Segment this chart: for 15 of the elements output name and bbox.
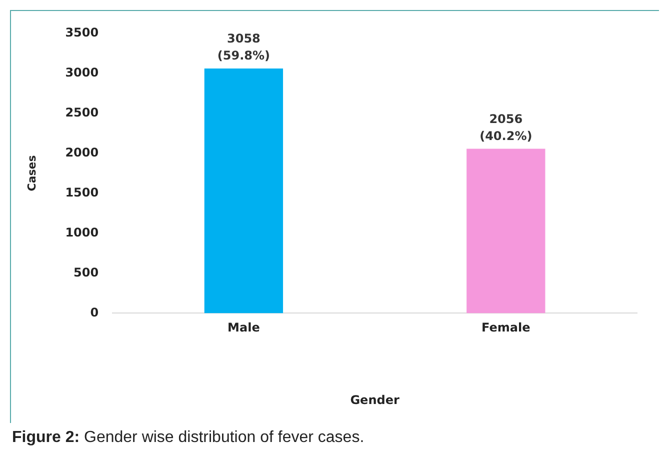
y-tick-label: 2500 [65, 105, 99, 120]
x-tick-label: Female [482, 320, 530, 335]
x-tick-label: Male [228, 320, 260, 335]
x-axis-title: Gender [350, 392, 400, 407]
y-tick-label: 3500 [65, 25, 99, 40]
y-tick-label: 0 [90, 305, 99, 320]
caption: Figure 2: Gender wise distribution of fever cases. [12, 429, 364, 447]
y-tick-label: 1500 [65, 185, 99, 200]
y-tick-label: 2000 [65, 145, 99, 160]
y-axis-title: Cases [25, 154, 38, 192]
data-label: 3058 (59.8%) [217, 32, 270, 63]
y-tick-label: 1000 [65, 225, 99, 240]
y-tick-label: 3000 [65, 65, 99, 80]
y-tick-label: 500 [74, 265, 99, 280]
data-label: 2056 (40.2%) [480, 112, 532, 143]
